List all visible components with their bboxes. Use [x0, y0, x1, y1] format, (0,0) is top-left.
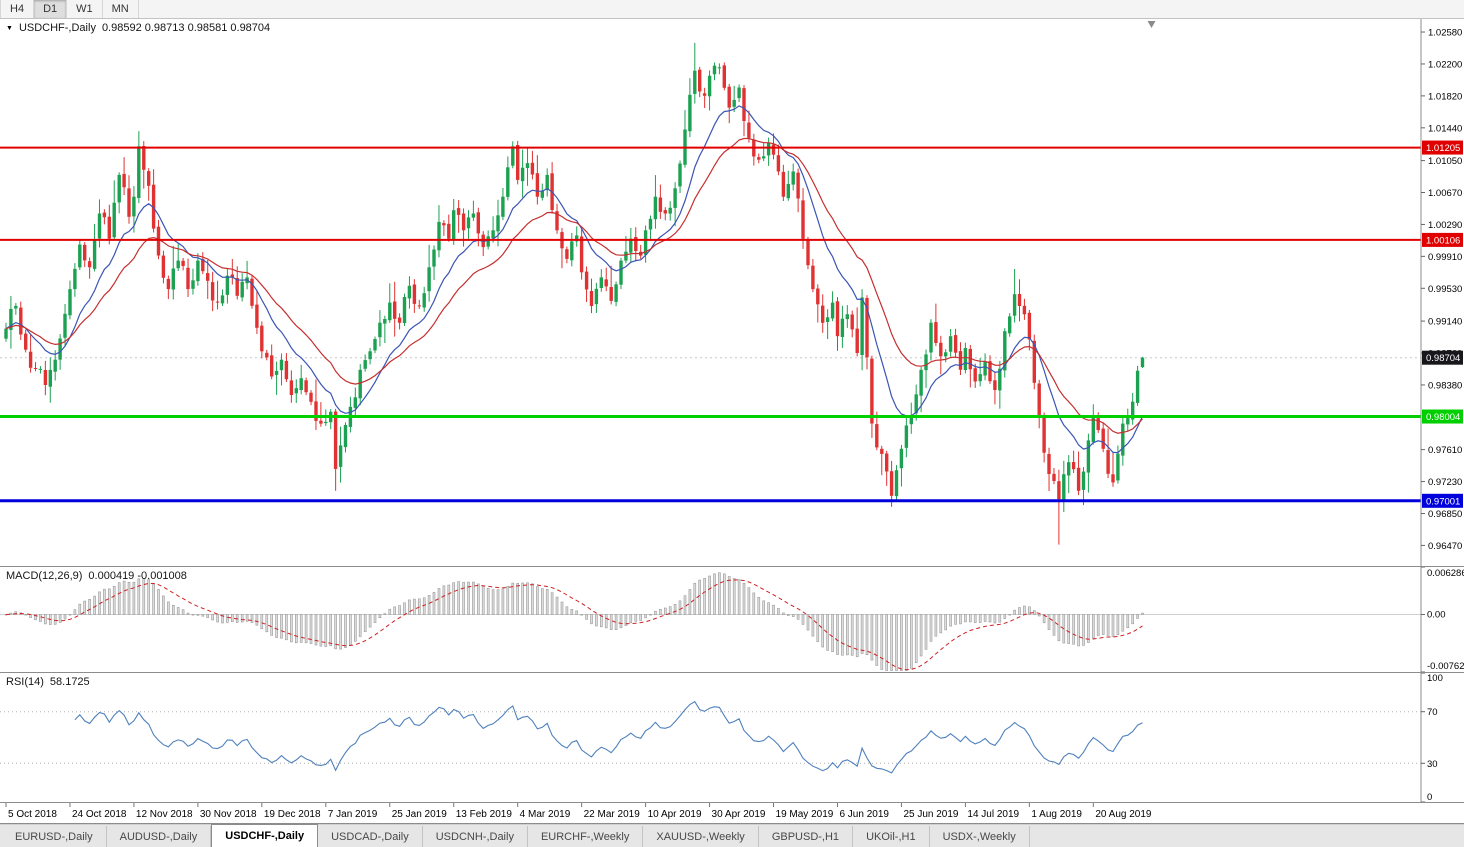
date-label: 7 Jan 2019 — [328, 809, 378, 820]
date-axis-background — [0, 803, 1464, 823]
date-label: 19 Dec 2018 — [264, 809, 321, 820]
rsi-axis-label: 30 — [1427, 759, 1438, 770]
tab-gbpusd-h1[interactable]: GBPUSD-,H1 — [758, 826, 854, 847]
price-tag-label: 0.98004 — [1426, 412, 1460, 423]
timeframe-button-mn[interactable]: MN — [103, 0, 139, 18]
chart-dropdown-icon[interactable]: ▼ — [6, 24, 13, 32]
date-label: 25 Jan 2019 — [392, 809, 447, 820]
price-tag — [1422, 232, 1463, 247]
rsi-axis-label: 70 — [1427, 707, 1438, 718]
date-label: 30 Nov 2018 — [200, 809, 257, 820]
price-chart[interactable]: 1.02580 1.02200 1.01820 1.01440 1.01050 1.006… — [0, 19, 1464, 566]
ma-fast-line — [5, 105, 1144, 454]
tab-eurchf-weekly[interactable]: EURCHF-,Weekly — [527, 826, 644, 847]
macd-axis-label: 0.006286 — [1427, 568, 1464, 579]
date-label: 19 May 2019 — [776, 809, 834, 820]
date-label: 25 Jun 2019 — [903, 809, 958, 820]
price-axis-label: 0.97610 — [1428, 445, 1462, 456]
timeframe-button-h4[interactable]: H4 — [0, 0, 35, 18]
macd-signal-line — [5, 579, 1143, 671]
main-chart-panel[interactable]: ▼ USDCHF-,Daily 0.98592 0.98713 0.98581 … — [0, 19, 1464, 567]
price-tag-label: 1.01205 — [1426, 143, 1460, 154]
macd-panel[interactable]: MACD(12,26,9) 0.000419 -0.001008 0.00628… — [0, 567, 1464, 673]
date-label: 10 Apr 2019 — [648, 809, 702, 820]
rsi-name-label: RSI(14) — [6, 676, 44, 688]
price-tag — [1422, 350, 1463, 365]
rsi-title: RSI(14) 58.1725 — [6, 676, 90, 688]
candles-layer — [4, 42, 1145, 545]
date-label: 1 Aug 2019 — [1031, 809, 1082, 820]
price-axis-label: 1.01050 — [1428, 156, 1462, 167]
tab-audusd-daily[interactable]: AUDUSD-,Daily — [106, 826, 212, 847]
chart-title: ▼ USDCHF-,Daily 0.98592 0.98713 0.98581 … — [6, 22, 270, 34]
price-axis-label: 0.99910 — [1428, 252, 1462, 263]
macd-chart[interactable]: 0.006286 0.00 -0.00762 — [0, 567, 1464, 672]
symbol-tab-bar: EURUSD-,Daily AUDUSD-,Daily USDCHF-,Daily U… — [0, 824, 1464, 847]
chart-symbol-label: USDCHF-,Daily — [18, 22, 96, 34]
time-axis-labels: 5 Oct 2018 24 Oct 2018 12 Nov 2018 30 Nov 2… — [0, 803, 1464, 823]
tab-usdcnh-daily[interactable]: USDCNH-,Daily — [422, 826, 528, 847]
timeframe-bar: H4 D1 W1 MN — [0, 0, 1464, 19]
chart-background — [0, 19, 1464, 566]
price-tag-label: 0.98704 — [1426, 353, 1460, 364]
timeframe-button-d1[interactable]: D1 — [34, 0, 68, 18]
macd-name-label: MACD(12,26,9) — [6, 570, 83, 582]
price-axis-label: 1.02200 — [1428, 59, 1462, 70]
tab-usdx-weekly[interactable]: USDX-,Weekly — [929, 826, 1030, 847]
tab-usdchf-daily[interactable]: USDCHF-,Daily — [211, 824, 319, 847]
rsi-axis-label: 0 — [1427, 792, 1432, 802]
rsi-value-label: 58.1725 — [49, 676, 90, 688]
macd-histogram — [4, 572, 1144, 671]
date-label: 24 Oct 2018 — [72, 809, 127, 820]
price-tag-label: 1.00106 — [1426, 235, 1460, 246]
date-label: 13 Feb 2019 — [456, 809, 513, 820]
date-label: 20 Aug 2019 — [1095, 809, 1152, 820]
date-label: 6 Jun 2019 — [839, 809, 889, 820]
rsi-background — [0, 673, 1464, 802]
rsi-line — [74, 700, 1143, 774]
price-axis-label: 1.01820 — [1428, 91, 1462, 102]
price-axis-label: 1.02580 — [1428, 28, 1462, 39]
price-tag — [1422, 493, 1463, 508]
shift-marker-icon — [1147, 21, 1156, 28]
price-axis-label: 1.00290 — [1428, 220, 1462, 231]
timeframe-button-w1[interactable]: W1 — [67, 0, 103, 18]
macd-title: MACD(12,26,9) 0.000419 -0.001008 — [6, 570, 187, 582]
tab-ukoil-h1[interactable]: UKOil-,H1 — [853, 826, 930, 847]
rsi-chart[interactable]: 100 70 30 0 — [0, 673, 1464, 802]
ma-slow-line — [5, 137, 1143, 434]
chart-ohlc-label: 0.98592 0.98713 0.98581 0.98704 — [101, 22, 271, 34]
price-axis-label: 0.98380 — [1428, 380, 1462, 391]
rsi-panel[interactable]: RSI(14) 58.1725 100 70 30 0 — [0, 673, 1464, 803]
tab-eurusd-daily[interactable]: EURUSD-,Daily — [2, 826, 107, 847]
time-axis[interactable]: 5 Oct 2018 24 Oct 2018 12 Nov 2018 30 Nov 2… — [0, 803, 1464, 824]
price-tag-label: 0.97001 — [1426, 496, 1460, 507]
date-label: 30 Apr 2019 — [712, 809, 766, 820]
tab-usdcad-daily[interactable]: USDCAD-,Daily — [318, 826, 423, 847]
rsi-axis-label: 100 — [1427, 673, 1443, 684]
price-axis-label: 0.99530 — [1428, 284, 1462, 295]
tab-xauusd-weekly[interactable]: XAUUSD-,Weekly — [643, 826, 759, 847]
macd-values-label: 0.000419 -0.001008 — [88, 570, 187, 582]
price-axis-label: 0.99140 — [1428, 317, 1462, 328]
date-label: 14 Jul 2019 — [967, 809, 1019, 820]
price-tag — [1422, 409, 1463, 424]
price-axis-label: 1.00670 — [1428, 188, 1462, 199]
price-axis-label: 0.96470 — [1428, 541, 1462, 552]
date-label: 22 Mar 2019 — [584, 809, 641, 820]
date-label: 4 Mar 2019 — [520, 809, 571, 820]
date-label: 5 Oct 2018 — [8, 809, 57, 820]
macd-axis-label: -0.00762 — [1427, 661, 1464, 672]
price-tag — [1422, 140, 1463, 155]
date-label: 12 Nov 2018 — [136, 809, 193, 820]
price-axis-label: 1.01440 — [1428, 123, 1462, 134]
macd-background — [0, 567, 1464, 672]
macd-axis-label: 0.00 — [1427, 609, 1446, 620]
price-axis-label: 0.96850 — [1428, 509, 1462, 520]
price-axis-label: 0.97230 — [1428, 477, 1462, 488]
